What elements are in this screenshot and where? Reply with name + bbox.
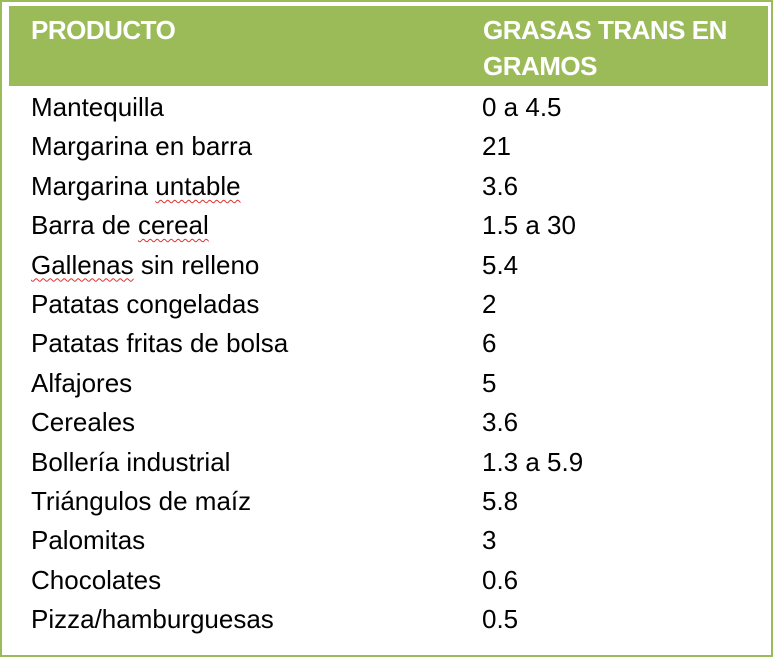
table-row: Margarina untable 3.6 [2, 166, 771, 205]
table-row: Chocolates 0.6 [2, 560, 771, 599]
product-cell: Margarina en barra [31, 131, 253, 162]
misspelled-word[interactable]: untable [155, 170, 241, 201]
table-row: Pizza/hamburguesas 0.5 [2, 599, 771, 638]
grams-cell: 5 [482, 367, 497, 398]
product-cell: Cereales [31, 407, 136, 438]
table-row: Gallenas sin relleno 5.4 [2, 245, 771, 284]
product-cell: Triángulos de maíz [31, 485, 252, 516]
product-cell: Patatas congeladas [31, 288, 260, 319]
grams-cell: 3.6 [482, 170, 519, 201]
table-row: Patatas congeladas 2 [2, 284, 771, 323]
product-cell: Palomitas [31, 525, 146, 556]
table-header: PRODUCTO GRASAS TRANS EN GRAMOS [9, 6, 768, 86]
product-cell: Mantequilla [31, 92, 164, 122]
table-row: Cereales 3.6 [2, 402, 771, 441]
product-cell: Gallenas sin relleno [31, 247, 259, 283]
misspelled-word[interactable]: Gallenas [31, 249, 134, 280]
product-cell: Pizza/hamburguesas [31, 604, 274, 635]
table-row: Barra de cereal 1.5 a 30 [2, 205, 771, 244]
grams-cell: 2 [482, 288, 497, 319]
grams-cell: 0 a 4.5 [482, 92, 562, 122]
table-row: Bollería industrial 1.3 a 5.9 [2, 442, 771, 481]
table-row: Triángulos de maíz 5.8 [2, 481, 771, 520]
grams-cell: 0.5 [482, 604, 519, 635]
product-cell: Chocolates [31, 564, 162, 595]
product-cell: Alfajores [31, 367, 133, 398]
table-row: Margarina en barra 21 [2, 126, 771, 165]
product-text: Barra de [31, 210, 138, 241]
table-row: Mantequilla 0 a 4.5 [2, 87, 771, 126]
table-row: Alfajores 5 [2, 363, 771, 402]
table-body: Mantequilla 0 a 4.5 Margarina en barra 2… [2, 87, 771, 638]
grams-cell: 0.6 [482, 564, 519, 595]
product-cell: Patatas fritas de bolsa [31, 328, 289, 359]
header-product: PRODUCTO [31, 15, 176, 45]
product-text: sin relleno [133, 249, 260, 280]
grams-cell: 5.8 [482, 485, 519, 516]
grams-cell: 3 [482, 525, 497, 556]
grams-cell: 5.4 [482, 249, 519, 280]
grams-cell: 21 [482, 131, 511, 162]
header-grams: GRASAS TRANS EN GRAMOS [483, 15, 727, 81]
grams-cell: 1.5 a 30 [482, 210, 576, 241]
table-row: Palomitas 3 [2, 520, 771, 559]
grams-cell: 3.6 [482, 407, 519, 438]
product-cell: Margarina untable [31, 168, 241, 204]
grams-cell: 6 [482, 328, 497, 359]
misspelled-word[interactable]: cereal [137, 210, 209, 241]
product-cell: Bollería industrial [31, 446, 231, 477]
grams-cell: 1.3 a 5.9 [482, 446, 584, 477]
product-cell: Barra de cereal [31, 207, 209, 243]
product-text: Margarina [31, 170, 156, 201]
table-row: Patatas fritas de bolsa 6 [2, 323, 771, 362]
